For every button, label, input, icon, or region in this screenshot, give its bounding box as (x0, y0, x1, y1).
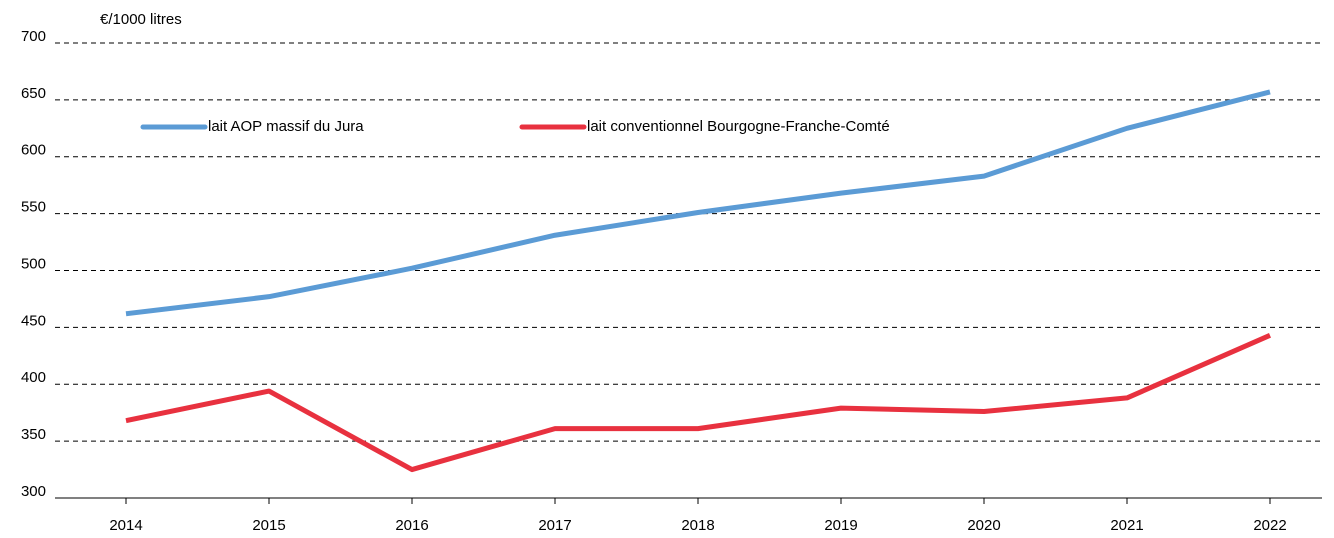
y-tick-label: 300 (21, 483, 46, 500)
series-line (125, 89, 1271, 317)
y-tick-label: 550 (21, 199, 46, 216)
series-line (125, 333, 1272, 473)
y-tick-label: 450 (21, 312, 46, 329)
y-tick-label: 700 (21, 28, 46, 45)
x-tick-label: 2016 (395, 517, 428, 534)
x-tick-label: 2020 (967, 517, 1000, 534)
y-tick-label: 400 (21, 369, 46, 386)
x-tick-label: 2018 (681, 517, 714, 534)
y-tick-label: 650 (21, 85, 46, 102)
x-tick-label: 2015 (252, 517, 285, 534)
x-tick-label: 2022 (1253, 517, 1286, 534)
x-tick-label: 2017 (538, 517, 571, 534)
x-tick-label: 2014 (109, 517, 142, 534)
y-axis-label: €/1000 litres (100, 11, 182, 28)
y-tick-label: 500 (21, 255, 46, 272)
y-tick-label: 350 (21, 426, 46, 443)
x-tick-label: 2019 (824, 517, 857, 534)
legend-label: lait AOP massif du Jura (208, 118, 364, 135)
y-tick-label: 600 (21, 142, 46, 159)
legend-label: lait conventionnel Bourgogne-Franche-Com… (587, 118, 890, 135)
x-tick-label: 2021 (1110, 517, 1143, 534)
